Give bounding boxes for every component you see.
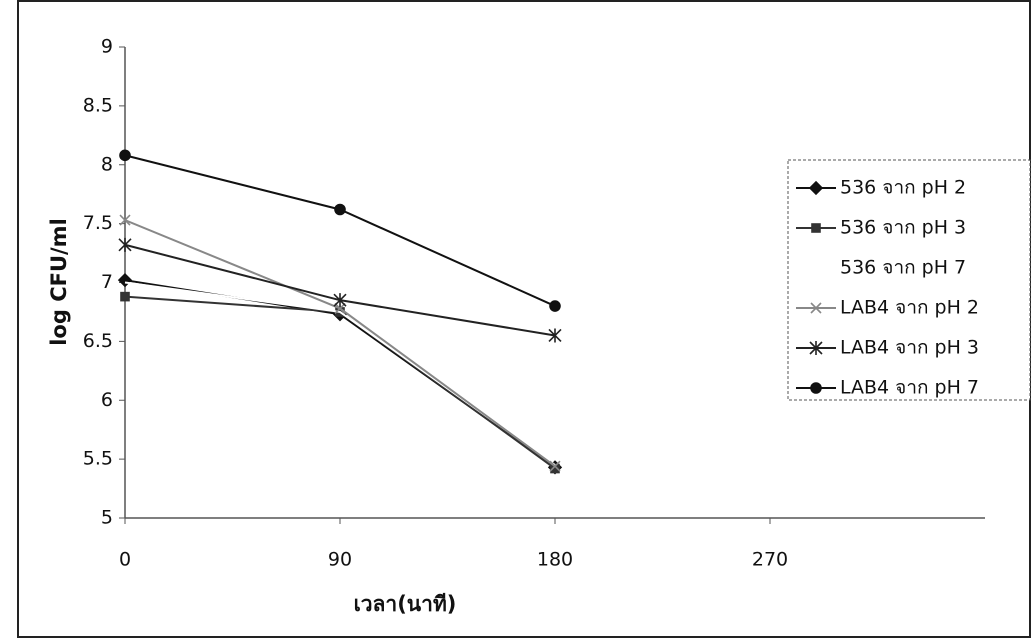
marker — [809, 341, 823, 355]
marker — [119, 149, 131, 162]
legend-label: 536 จาก pH 3 — [840, 217, 966, 239]
marker — [117, 273, 133, 288]
series-line — [124, 154, 556, 307]
y-tick-label: 6 — [101, 389, 113, 411]
marker — [334, 302, 346, 314]
marker — [334, 203, 346, 216]
y-tick-label: 7 — [101, 271, 113, 293]
y-axis-title: log CFU/ml — [47, 218, 71, 346]
legend-label: 536 จาก pH 7 — [840, 257, 966, 279]
y-tick-label: 8 — [101, 153, 113, 175]
marker — [811, 223, 821, 233]
marker — [810, 382, 822, 394]
x-axis-title: เวลา(นาที) — [354, 592, 457, 616]
marker — [118, 237, 132, 252]
y-tick-label: 9 — [101, 36, 113, 58]
y-tick-label: 6.5 — [83, 330, 113, 352]
marker — [549, 300, 561, 312]
y-tick-label: 7.5 — [83, 212, 113, 234]
series-line — [124, 295, 556, 470]
legend-label: LAB4 จาก pH 2 — [840, 297, 979, 319]
x-tick-label: 90 — [328, 549, 352, 571]
legend-label: 536 จาก pH 2 — [840, 177, 966, 199]
x-tick-label: 0 — [119, 549, 131, 571]
marker — [333, 293, 347, 308]
marker — [808, 180, 824, 196]
y-tick-label: 5 — [101, 507, 113, 529]
marker — [548, 328, 562, 343]
marker — [119, 214, 131, 226]
x-tick-label: 270 — [752, 549, 788, 571]
marker — [549, 460, 561, 472]
legend-label: LAB4 จาก pH 3 — [840, 337, 979, 359]
y-tick-label: 5.5 — [83, 448, 113, 470]
x-tick-label: 180 — [537, 549, 573, 571]
marker — [810, 302, 822, 314]
series-line — [124, 219, 556, 467]
legend-label: LAB4 จาก pH 7 — [840, 377, 979, 399]
legend-box — [787, 159, 1031, 401]
marker — [120, 291, 130, 302]
y-tick-label: 8.5 — [83, 94, 113, 116]
